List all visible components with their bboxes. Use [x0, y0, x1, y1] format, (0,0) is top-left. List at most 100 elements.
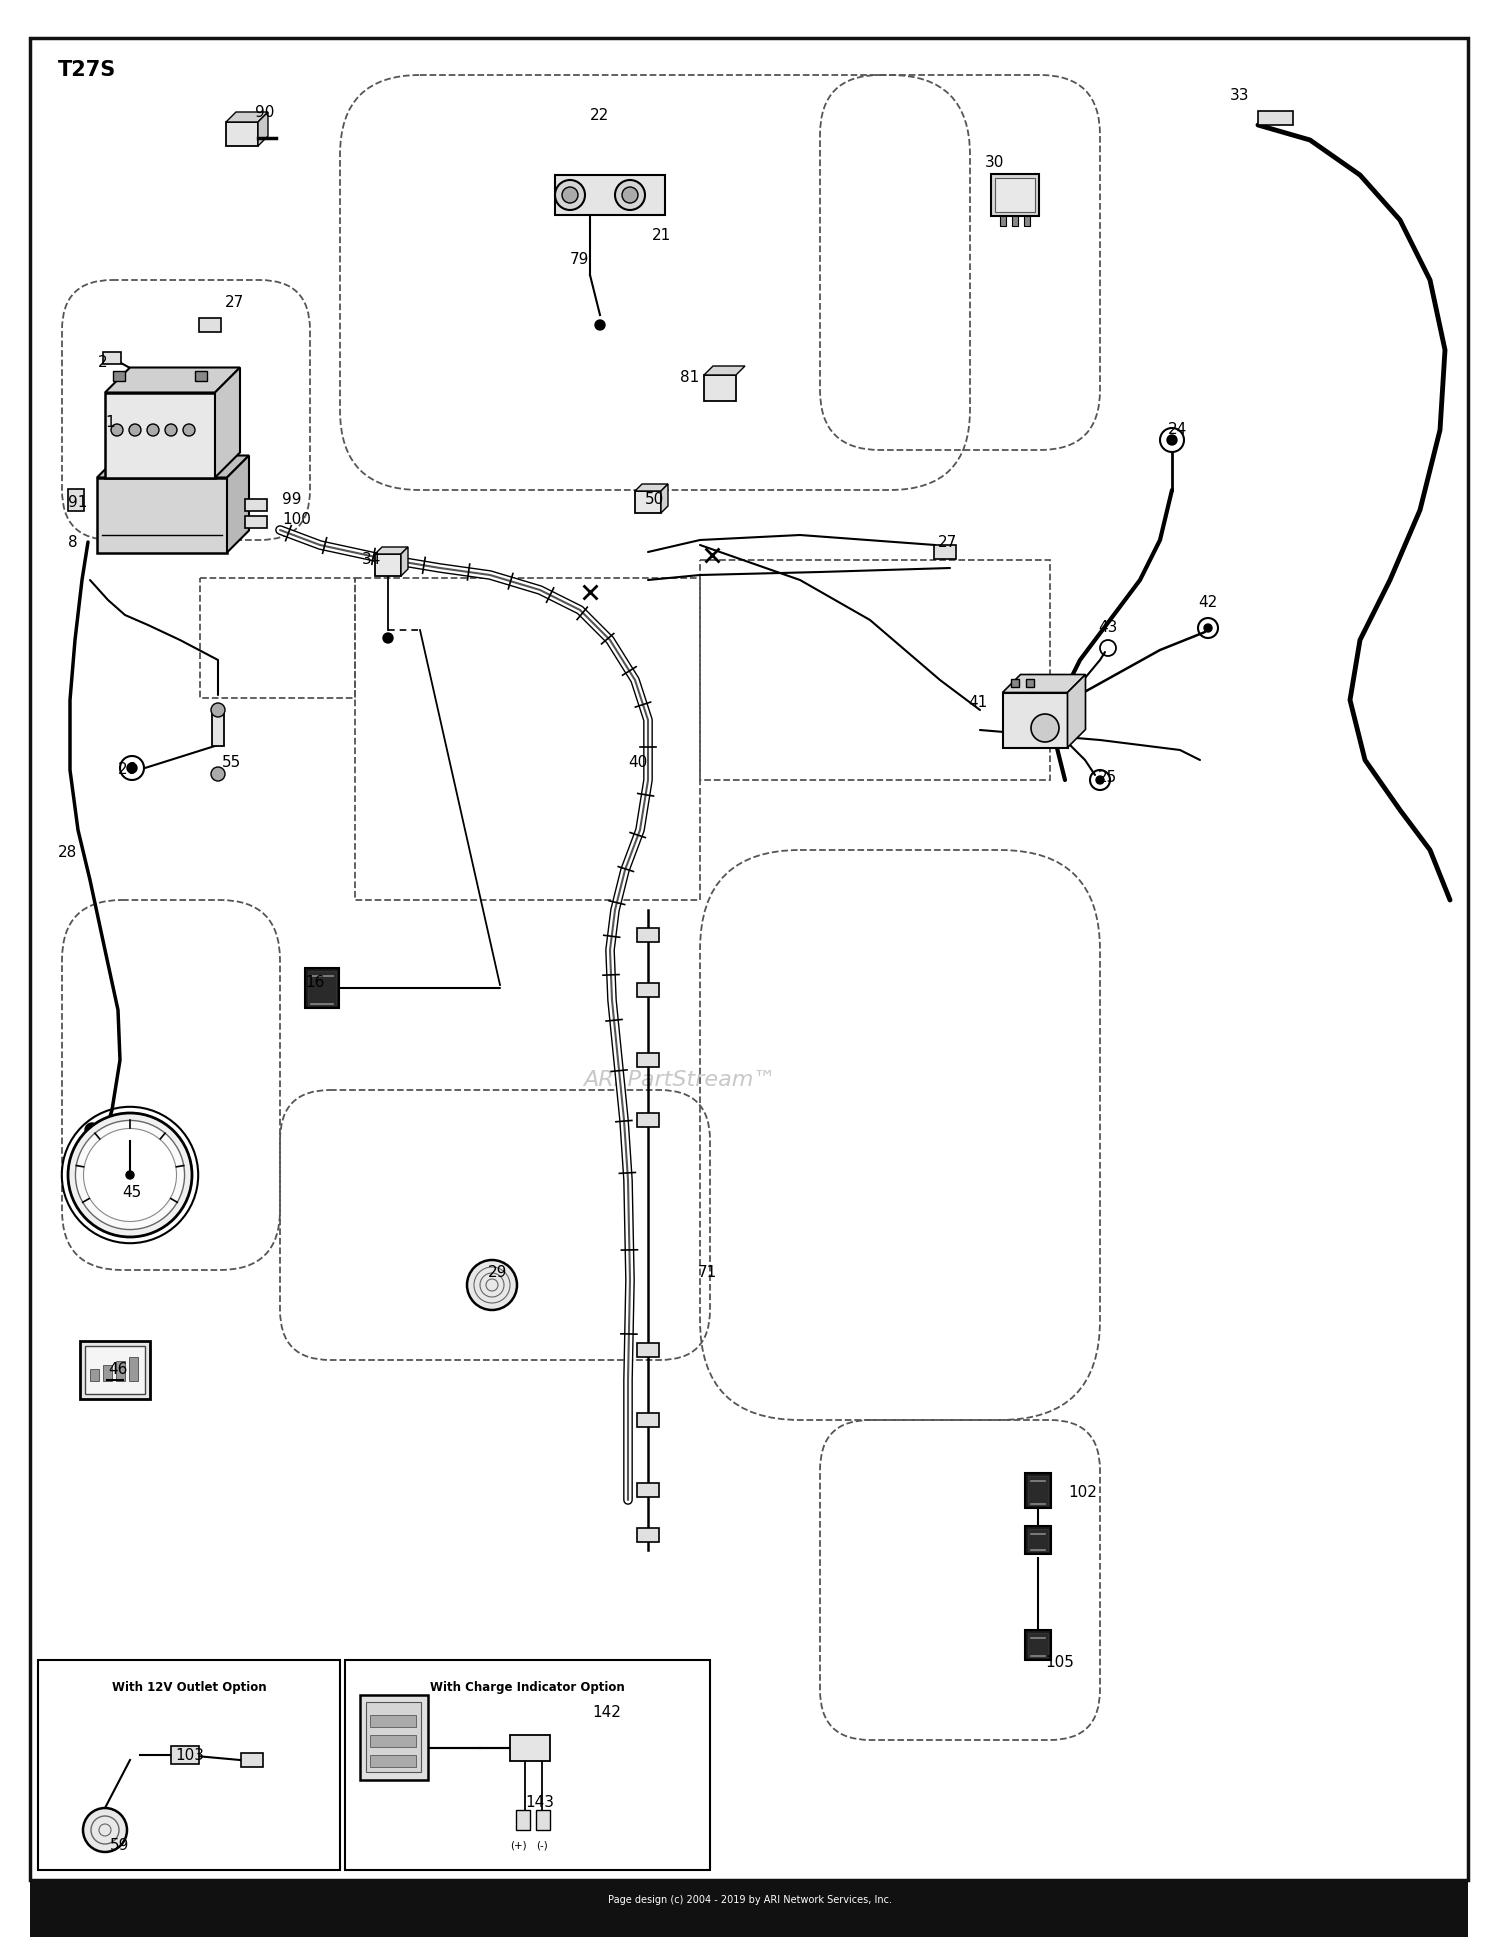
- Polygon shape: [258, 112, 268, 145]
- Polygon shape: [226, 455, 249, 552]
- Circle shape: [68, 1114, 192, 1238]
- Bar: [634, 490, 662, 513]
- Circle shape: [82, 1807, 128, 1852]
- Bar: [638, 928, 658, 941]
- Bar: [700, 560, 1050, 781]
- Text: 8: 8: [68, 535, 78, 550]
- Bar: [1026, 678, 1033, 686]
- Bar: [510, 1736, 550, 1761]
- Bar: [345, 1660, 710, 1869]
- Polygon shape: [662, 484, 668, 513]
- Bar: [992, 174, 1039, 217]
- Text: 1: 1: [105, 415, 114, 430]
- Polygon shape: [400, 546, 408, 575]
- Polygon shape: [98, 455, 249, 478]
- Bar: [1257, 110, 1293, 126]
- Circle shape: [86, 1123, 99, 1137]
- Bar: [1024, 217, 1030, 227]
- Circle shape: [596, 320, 604, 329]
- Bar: [244, 500, 267, 511]
- Circle shape: [111, 424, 123, 436]
- Circle shape: [128, 763, 136, 773]
- Bar: [1011, 678, 1019, 686]
- Bar: [304, 968, 339, 1007]
- Text: 27: 27: [225, 294, 245, 310]
- Bar: [1028, 1633, 1048, 1656]
- Circle shape: [129, 424, 141, 436]
- Polygon shape: [1002, 674, 1086, 693]
- Text: 55: 55: [222, 755, 242, 771]
- Circle shape: [211, 703, 225, 717]
- Circle shape: [622, 188, 638, 203]
- Circle shape: [126, 1172, 134, 1180]
- Text: 71: 71: [698, 1265, 717, 1280]
- Text: 22: 22: [590, 108, 609, 124]
- Bar: [1000, 217, 1006, 227]
- Bar: [244, 515, 267, 529]
- Bar: [104, 353, 122, 364]
- Text: 50: 50: [645, 492, 664, 507]
- Text: 42: 42: [1198, 595, 1218, 610]
- Circle shape: [562, 188, 578, 203]
- Text: 90: 90: [255, 105, 274, 120]
- Bar: [1002, 693, 1068, 748]
- Circle shape: [75, 1120, 184, 1230]
- Text: With Charge Indicator Option: With Charge Indicator Option: [430, 1681, 626, 1695]
- Text: 34: 34: [362, 552, 381, 568]
- Bar: [934, 544, 956, 560]
- Bar: [638, 1528, 658, 1542]
- Bar: [90, 1369, 99, 1381]
- Text: 40: 40: [628, 755, 648, 771]
- Polygon shape: [226, 112, 268, 122]
- Bar: [226, 122, 258, 145]
- Text: 41: 41: [968, 695, 987, 711]
- Bar: [38, 1660, 340, 1869]
- Bar: [308, 970, 336, 1005]
- Bar: [366, 1703, 422, 1772]
- Bar: [30, 1881, 1468, 1937]
- Polygon shape: [214, 368, 240, 478]
- Bar: [86, 1346, 146, 1395]
- Bar: [1024, 1526, 1051, 1553]
- Bar: [638, 1054, 658, 1067]
- Bar: [195, 370, 207, 380]
- Text: (+): (+): [510, 1840, 526, 1850]
- Polygon shape: [1068, 674, 1086, 748]
- Text: 143: 143: [525, 1796, 554, 1809]
- Text: 45: 45: [122, 1185, 141, 1201]
- Text: With 12V Outlet Option: With 12V Outlet Option: [111, 1681, 267, 1695]
- Circle shape: [84, 1129, 177, 1222]
- Text: 27: 27: [938, 535, 957, 550]
- Circle shape: [1096, 777, 1104, 784]
- Bar: [1013, 217, 1019, 227]
- Bar: [638, 982, 658, 998]
- Bar: [105, 393, 214, 478]
- Bar: [211, 711, 223, 746]
- Bar: [1028, 1476, 1048, 1505]
- Text: 91: 91: [68, 496, 87, 509]
- Bar: [555, 174, 664, 215]
- Bar: [104, 1366, 112, 1381]
- Bar: [68, 488, 84, 511]
- Bar: [1024, 1472, 1051, 1507]
- Polygon shape: [105, 368, 240, 393]
- Bar: [638, 1412, 658, 1428]
- Bar: [200, 318, 220, 331]
- Bar: [98, 478, 226, 552]
- Bar: [112, 370, 125, 380]
- Bar: [116, 1362, 124, 1381]
- Text: 105: 105: [1046, 1654, 1074, 1670]
- Text: 81: 81: [680, 370, 699, 385]
- Text: 103: 103: [176, 1747, 204, 1763]
- Bar: [129, 1358, 138, 1381]
- Text: 29: 29: [488, 1265, 507, 1280]
- Text: 43: 43: [1098, 620, 1118, 635]
- Text: 25: 25: [1098, 771, 1118, 784]
- Text: 79: 79: [570, 252, 590, 267]
- Bar: [370, 1755, 416, 1767]
- Bar: [242, 1753, 262, 1767]
- Bar: [1024, 1631, 1051, 1660]
- Text: 24: 24: [1168, 422, 1188, 438]
- Text: Page design (c) 2004 - 2019 by ARI Network Services, Inc.: Page design (c) 2004 - 2019 by ARI Netwo…: [608, 1894, 892, 1904]
- Circle shape: [1030, 715, 1059, 742]
